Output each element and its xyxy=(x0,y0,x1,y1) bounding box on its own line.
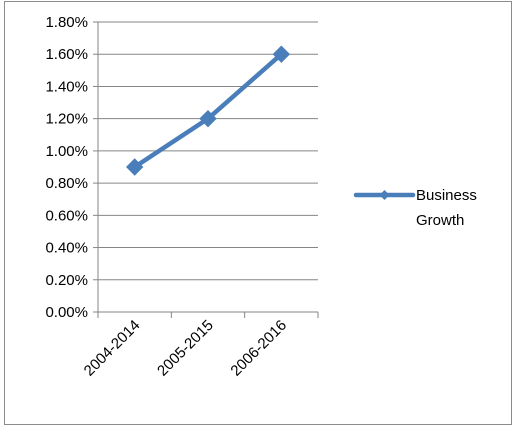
y-axis-tick-label: 1.40% xyxy=(45,78,88,95)
y-axis-tick-label: 1.80% xyxy=(45,14,88,31)
axes xyxy=(93,21,319,318)
gridlines xyxy=(98,21,318,281)
y-axis-tick-label: 0.60% xyxy=(45,207,88,224)
y-axis-tick-label: 1.20% xyxy=(45,111,88,128)
chart-area xyxy=(4,1,512,425)
y-axis-tick-label: 0.20% xyxy=(45,272,88,289)
y-axis-tick-label: 0.80% xyxy=(45,175,88,192)
x-axis-tick-label: 2005-2015 xyxy=(154,317,217,380)
data-point-marker xyxy=(272,45,291,63)
y-axis-tick-labels: 0.00% 0.20% 0.40% 0.60% 0.80% 1.00% 1.20% 1.40%… xyxy=(45,14,88,321)
data-point-marker xyxy=(125,158,144,176)
x-axis-tick-label: 2004-2014 xyxy=(81,317,144,380)
legend-label: Business xyxy=(416,187,477,204)
series-business-growth xyxy=(125,45,291,176)
y-axis-tick-label: 1.60% xyxy=(45,46,88,63)
legend-marker xyxy=(379,190,390,200)
data-point-marker xyxy=(199,109,217,128)
legend: Business Growth xyxy=(353,187,477,229)
y-axis-tick-label: 0.40% xyxy=(45,240,88,257)
x-axis-tick-label: 2006-2016 xyxy=(227,317,290,380)
y-axis-tick-label: 1.00% xyxy=(45,143,88,160)
y-axis-tick-label: 0.00% xyxy=(45,304,88,321)
x-axis-tick-labels: 2004-2014 2005-2015 2006-2016 xyxy=(81,317,290,380)
legend-label: Growth xyxy=(416,212,464,229)
